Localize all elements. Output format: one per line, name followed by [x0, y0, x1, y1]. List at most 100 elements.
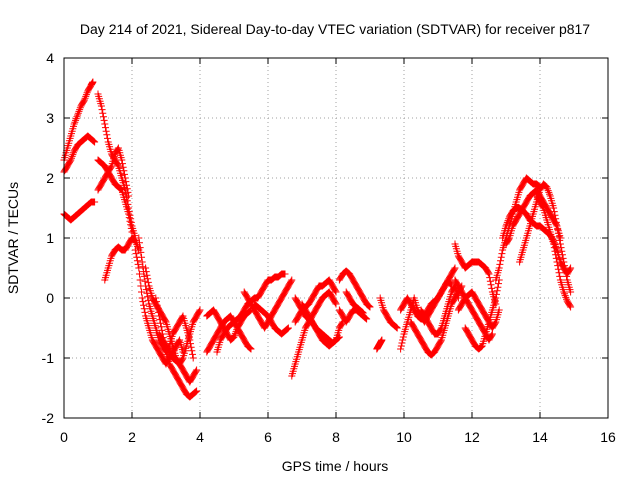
data-point-interp: [487, 281, 495, 289]
data-point-interp: [365, 302, 373, 310]
grid-lines: [64, 58, 608, 418]
data-point-interp: [231, 331, 239, 339]
data-point: [74, 111, 82, 119]
data-point-interp: [563, 272, 571, 280]
data-point-interp: [552, 254, 560, 262]
data-point-interp: [100, 116, 108, 124]
data-point-interp: [559, 254, 567, 262]
data-point: [97, 102, 105, 110]
data-point-interp: [144, 275, 152, 283]
data-point-interp: [123, 185, 131, 193]
y-axis-label: SDTVAR / TECUs: [5, 182, 21, 294]
data-point-interp: [399, 336, 407, 344]
data-point: [495, 306, 503, 314]
data-point-interp: [392, 323, 400, 331]
data-point-interp: [153, 301, 161, 309]
y-tick-labels: -2 -1 0 1 2 3 4: [42, 50, 55, 426]
data-point-interp: [398, 339, 406, 347]
data-point: [488, 330, 496, 338]
data-point-interp: [82, 91, 90, 99]
data-point: [393, 324, 401, 332]
data-point-interp: [82, 92, 90, 100]
data-point-interp: [478, 343, 486, 351]
y-tick-label: 2: [46, 170, 54, 186]
data-point-interp: [492, 290, 500, 298]
data-point-interp: [560, 290, 568, 298]
data-point: [550, 204, 558, 212]
data-point: [560, 258, 568, 266]
data-point-interp: [558, 251, 566, 259]
data-point-interp: [494, 283, 502, 291]
y-tick-label: -2: [42, 410, 55, 426]
data-point: [553, 222, 561, 230]
axis-ticks: [63, 57, 609, 419]
x-tick-labels: 0 2 4 6 8 10 12 14 16: [60, 429, 616, 445]
data-point-interp: [157, 323, 165, 331]
data-point-interp: [491, 319, 499, 327]
data-point-interp: [188, 347, 196, 355]
x-tick-label: 4: [196, 429, 204, 445]
data-point: [135, 234, 143, 242]
x-tick-label: 8: [332, 429, 340, 445]
data-point-interp: [331, 287, 339, 295]
data-point: [80, 96, 88, 104]
data-point-interp: [358, 308, 366, 316]
data-point-interp: [246, 344, 254, 352]
data-point-interp: [136, 276, 144, 284]
data-point-interp: [144, 293, 152, 301]
data-point: [142, 264, 150, 272]
data-point-interp: [393, 323, 401, 331]
data-point: [138, 294, 146, 302]
data-point-interp: [544, 187, 552, 195]
data-point: [502, 222, 510, 230]
data-point-interp: [555, 269, 563, 277]
data-point-interp: [437, 325, 445, 333]
data-point: [155, 312, 163, 320]
data-point-interp: [331, 337, 339, 345]
data-point-interp: [98, 106, 106, 114]
data-point: [91, 198, 99, 206]
data-point-interp: [175, 337, 183, 345]
data-point-interp: [138, 288, 146, 296]
data-point-interp: [486, 274, 494, 282]
data-point-interp: [72, 116, 80, 124]
data-point-interp: [195, 307, 203, 315]
data-point: [89, 78, 97, 86]
data-point: [230, 333, 238, 341]
data-point-interp: [89, 137, 97, 145]
data-point-interp: [331, 337, 339, 345]
data-point: [193, 387, 201, 395]
data-point-interp: [125, 214, 133, 222]
data-point-interp: [552, 215, 560, 223]
data-point-interp: [119, 163, 127, 171]
data-point: [556, 240, 564, 248]
data-point-interp: [561, 292, 569, 300]
data-point-interp: [561, 265, 569, 273]
data-point: [288, 276, 296, 284]
data-point: [366, 303, 374, 311]
data-point-interp: [76, 106, 84, 114]
data-point-interp: [556, 272, 564, 280]
data-point: [378, 336, 386, 344]
data-point: [485, 270, 493, 278]
data-point-interp: [67, 154, 75, 162]
data-point-interp: [558, 247, 566, 255]
data-point-interp: [545, 188, 553, 196]
x-tick-label: 0: [60, 429, 68, 445]
data-point-interp: [99, 113, 107, 121]
data-point-interp: [157, 319, 165, 327]
data-point-interp: [552, 218, 560, 226]
data-point-interp: [135, 239, 143, 247]
y-tick-label: -1: [42, 350, 55, 366]
data-point-interp: [68, 152, 76, 160]
data-point: [281, 270, 289, 278]
data-point-interp: [554, 226, 562, 234]
data-point: [332, 300, 340, 308]
data-point-interp: [122, 178, 130, 186]
data-point-interp: [118, 160, 126, 168]
data-point-interp: [154, 305, 162, 313]
data-point: [125, 210, 133, 218]
data-point: [451, 264, 459, 272]
data-point-interp: [493, 287, 501, 295]
data-point: [454, 294, 462, 302]
